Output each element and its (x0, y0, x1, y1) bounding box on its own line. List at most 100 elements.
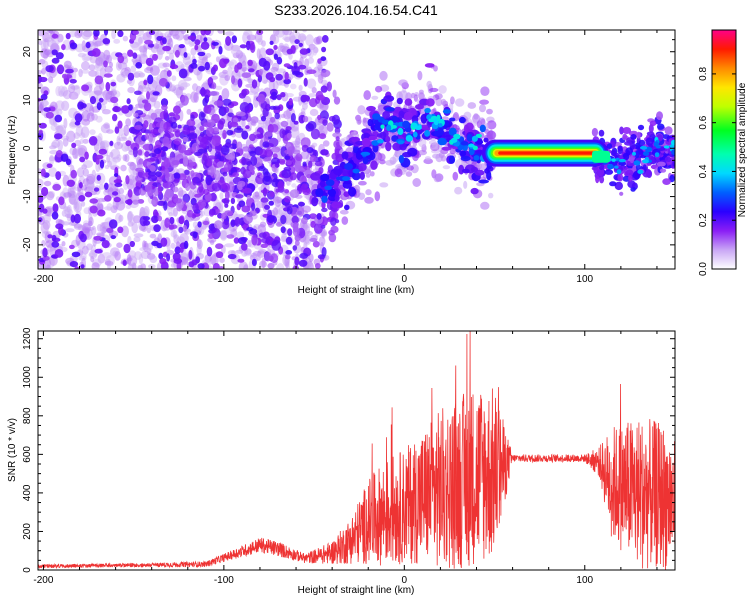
heatmap-blob (470, 166, 478, 173)
heatmap-blob (280, 120, 289, 127)
heatmap-blob (215, 251, 224, 259)
heatmap-blob (320, 85, 328, 93)
heatmap-blob (187, 125, 197, 131)
heatmap-blob (293, 62, 298, 69)
heatmap-blob (611, 158, 616, 162)
heatmap-blob (188, 261, 195, 268)
heatmap-blob (239, 44, 247, 49)
heatmap-blob (269, 105, 277, 110)
heatmap-blob (398, 155, 405, 164)
heatmap-blob (259, 260, 267, 268)
heatmap-blob (85, 41, 91, 49)
heatmap-blob (327, 188, 336, 197)
heatmap-blob (209, 192, 217, 202)
heatmap-blob (171, 160, 180, 166)
heatmap-blob (48, 167, 58, 178)
heatmap-blob (334, 126, 341, 135)
heatmap-blob (146, 91, 150, 100)
heatmap-blob (131, 41, 141, 51)
heatmap-blob (259, 148, 268, 158)
heatmap-blob (162, 136, 170, 147)
heatmap-blob (264, 251, 272, 262)
heatmap-blob (38, 101, 43, 113)
heatmap-blob (269, 76, 276, 83)
heatmap-blob (66, 130, 76, 143)
heatmap-blob (110, 148, 121, 160)
heatmap-blob (262, 107, 269, 117)
heatmap-blob (101, 252, 112, 259)
heatmap-blob (55, 218, 63, 226)
heatmap-blob (389, 156, 397, 165)
heatmap-blob (314, 263, 321, 269)
heatmap-blob (110, 81, 117, 87)
heatmap-blob (70, 169, 77, 179)
heatmap-blob (309, 108, 319, 117)
heatmap-blob (619, 191, 624, 196)
heatmap-blob (433, 173, 442, 183)
heatmap-blob (224, 243, 235, 248)
heatmap-blob (66, 179, 76, 187)
heatmap-blob (625, 169, 634, 176)
heatmap-blob (260, 115, 267, 122)
heatmap-blob (261, 40, 266, 47)
heatmap-blob (610, 149, 617, 157)
heatmap-blob (468, 147, 475, 156)
heatmap-blob (274, 162, 280, 168)
spectrogram-xtick-label: -200 (33, 274, 53, 285)
heatmap-blob (114, 126, 120, 134)
heatmap-blob (300, 183, 308, 193)
heatmap-blob (131, 262, 137, 269)
heatmap-blob (254, 133, 264, 140)
heatmap-blob (332, 89, 337, 99)
heatmap-blob (649, 120, 657, 127)
heatmap-blob (112, 106, 122, 113)
heatmap-blob (170, 121, 178, 129)
heatmap-blob (209, 255, 219, 266)
snr-ytick-label: 1000 (22, 366, 33, 389)
heatmap-blob (98, 97, 104, 103)
heatmap-blob (320, 69, 331, 78)
heatmap-blob (125, 118, 131, 127)
heatmap-blob (301, 217, 308, 225)
heatmap-blob (87, 220, 93, 227)
heatmap-blob (152, 53, 158, 61)
snr-xlabel: Height of straight line (km) (298, 585, 415, 596)
heatmap-blob (286, 117, 293, 129)
heatmap-blob (111, 30, 116, 40)
heatmap-blob (645, 137, 654, 146)
heatmap-blob (251, 234, 258, 246)
heatmap-blob (315, 96, 320, 104)
heatmap-blob (428, 118, 436, 123)
heatmap-blob (637, 124, 645, 131)
heatmap-blob (230, 46, 240, 56)
heatmap-blob (270, 116, 276, 123)
heatmap-blob (268, 137, 279, 148)
heatmap-blob (199, 125, 205, 132)
heatmap-blob (108, 219, 118, 229)
heatmap-blob (418, 92, 425, 101)
heatmap-blob (117, 30, 124, 38)
heatmap-blob (76, 30, 83, 37)
heatmap-blob (118, 136, 128, 142)
heatmap-blob (207, 143, 213, 153)
heatmap-blob (372, 113, 381, 120)
heatmap-blob (69, 79, 77, 84)
heatmap-blob (483, 137, 489, 143)
heatmap-blob (671, 149, 675, 156)
heatmap-blob (47, 234, 53, 239)
heatmap-blob (132, 52, 138, 59)
heatmap-blob (133, 236, 141, 243)
heatmap-blob (367, 118, 374, 127)
heatmap-blob (153, 224, 161, 233)
heatmap-blob (160, 98, 169, 107)
heatmap-blob (194, 44, 199, 51)
heatmap-blob (65, 158, 72, 166)
colorbar: 0.0 0.2 0.4 0.6 0.8 Normalized spectral ampl… (698, 29, 748, 276)
heatmap-blob (74, 139, 82, 147)
heatmap-blob (656, 161, 666, 167)
heatmap-blob (188, 132, 198, 140)
colorbar-tick-label: 0.4 (698, 164, 709, 178)
heatmap-blob (99, 159, 105, 169)
heatmap-blob (471, 135, 478, 142)
heatmap-blob (251, 79, 258, 89)
